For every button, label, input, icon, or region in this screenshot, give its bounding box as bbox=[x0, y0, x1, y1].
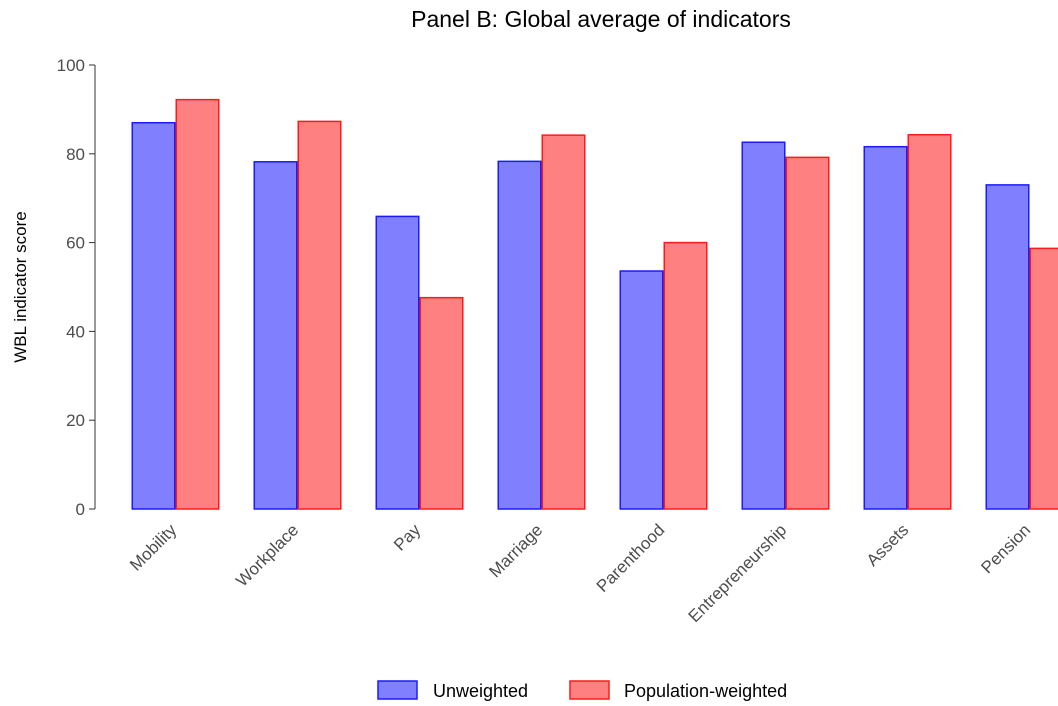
legend-swatch bbox=[569, 680, 610, 700]
bar-pension-unweighted bbox=[985, 184, 1030, 510]
x-tick-label: Marriage bbox=[485, 520, 546, 581]
x-tick-label: Assets bbox=[863, 520, 913, 570]
bar-assets-population-weighted bbox=[907, 133, 952, 510]
bar-entrepreneurship-unweighted bbox=[741, 141, 786, 510]
y-tick-label: 100 bbox=[57, 56, 85, 75]
y-tick-label: 60 bbox=[66, 234, 85, 253]
x-tick-label: Pay bbox=[390, 520, 425, 555]
y-tick-label: 40 bbox=[66, 322, 85, 341]
bars-group bbox=[131, 98, 1058, 510]
bar-marriage-population-weighted bbox=[541, 134, 586, 510]
bar-entrepreneurship-population-weighted bbox=[785, 156, 830, 510]
bar-workplace-population-weighted bbox=[297, 120, 342, 510]
legend-label: Unweighted bbox=[433, 681, 528, 701]
x-tick-label: Pension bbox=[977, 520, 1034, 577]
bar-mobility-population-weighted bbox=[175, 98, 220, 510]
chart-title: Panel B: Global average of indicators bbox=[411, 6, 791, 32]
bar-marriage-unweighted bbox=[497, 160, 542, 510]
y-tick-label: 20 bbox=[66, 411, 85, 430]
y-axis-label: WBL indicator score bbox=[11, 211, 30, 362]
bar-mobility-unweighted bbox=[131, 121, 176, 510]
y-axis-ticks: 0 20 40 60 80 100 bbox=[57, 56, 95, 519]
legend-swatch bbox=[377, 680, 418, 700]
y-tick-label: 80 bbox=[66, 145, 85, 164]
bar-pension-population-weighted bbox=[1029, 247, 1058, 510]
x-tick-label: Entrepreneurship bbox=[685, 520, 791, 626]
bar-pay-unweighted bbox=[375, 215, 420, 510]
bar-assets-unweighted bbox=[863, 145, 908, 510]
bar-workplace-unweighted bbox=[253, 161, 298, 510]
x-tick-label: Parenthood bbox=[593, 520, 669, 596]
x-tick-label: Workplace bbox=[232, 520, 302, 590]
bar-pay-population-weighted bbox=[419, 296, 464, 510]
x-tick-label: Mobility bbox=[126, 520, 181, 575]
x-axis-labels: Mobility Workplace Pay Marriage Parenthood En… bbox=[126, 520, 1034, 626]
legend: Unweighted Population-weighted bbox=[377, 680, 787, 701]
legend-label: Population-weighted bbox=[624, 681, 787, 701]
y-tick-label: 0 bbox=[76, 500, 85, 519]
bar-parenthood-unweighted bbox=[619, 270, 664, 510]
bar-parenthood-population-weighted bbox=[663, 241, 708, 510]
